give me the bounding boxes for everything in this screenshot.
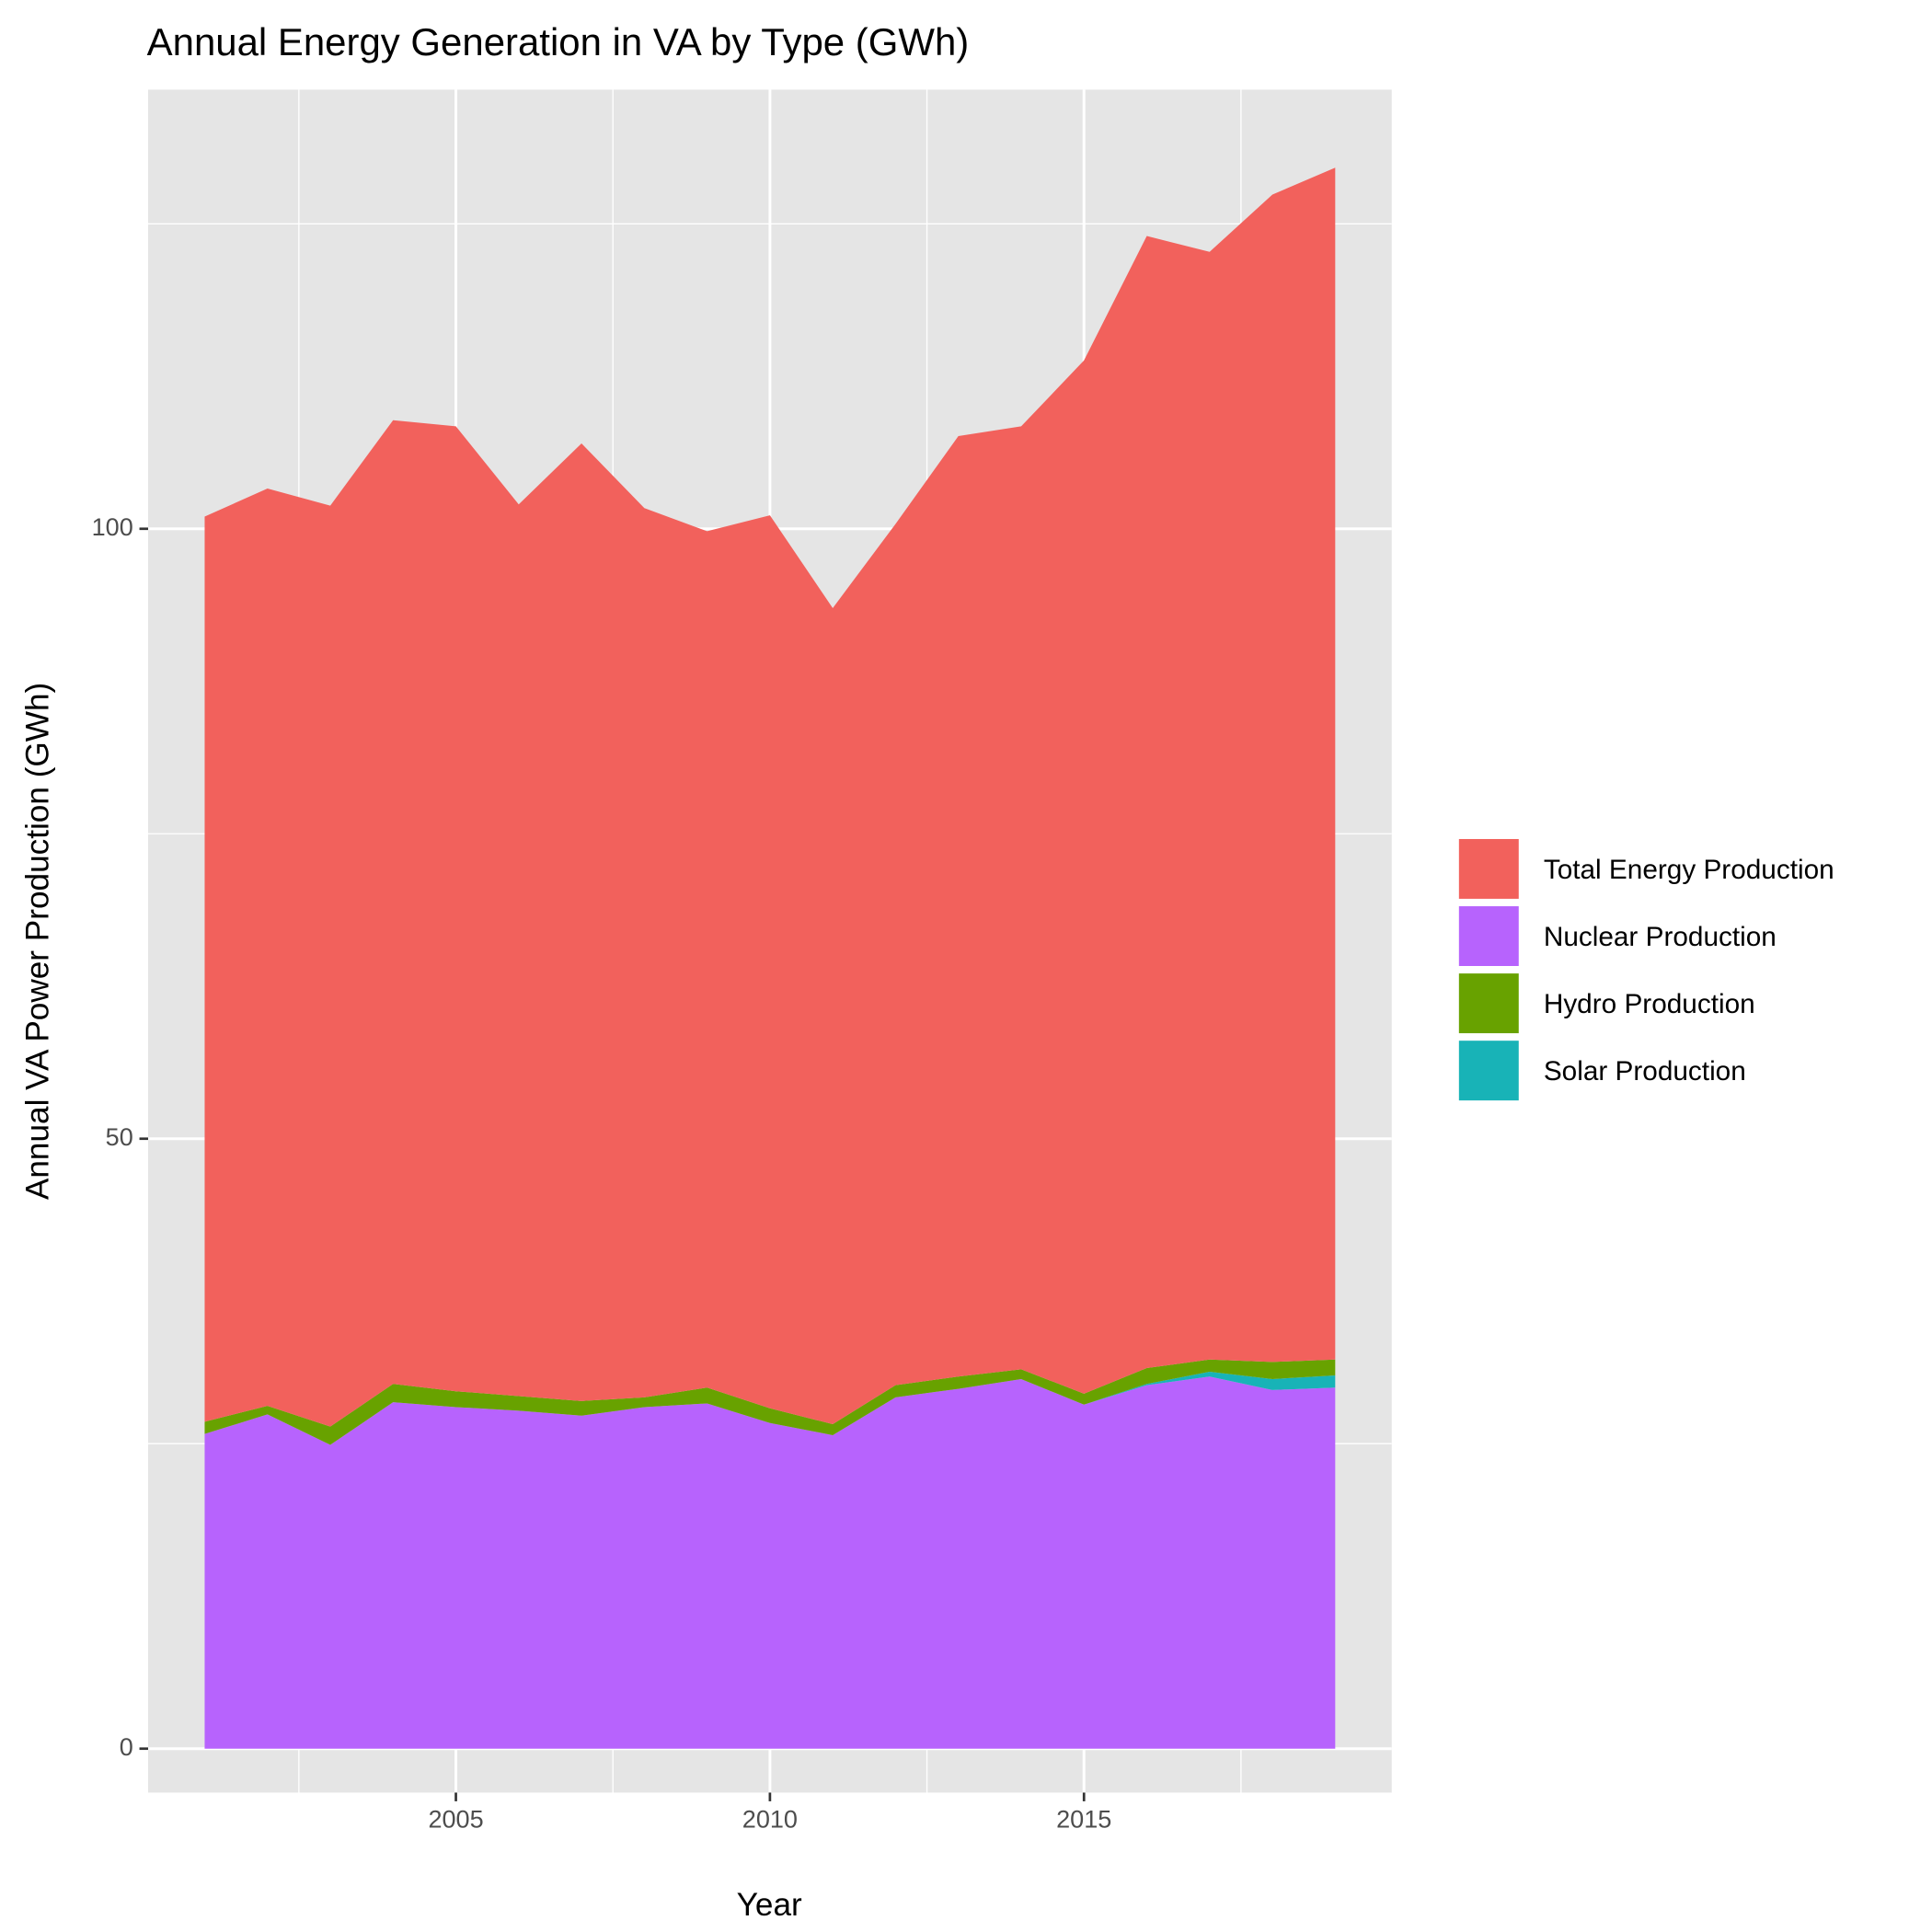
area bbox=[204, 1371, 1336, 1445]
legend-label: Nuclear Production bbox=[1544, 922, 1777, 952]
area bbox=[204, 167, 1336, 1427]
x-tick-label: 2010 bbox=[742, 1806, 798, 1834]
y-tick-label: 100 bbox=[92, 513, 133, 541]
legend-label: Total Energy Production bbox=[1544, 855, 1834, 885]
legend-swatch bbox=[1458, 838, 1519, 899]
legend-swatch bbox=[1458, 906, 1519, 966]
x-tick-label: 2005 bbox=[428, 1806, 483, 1834]
legend: Total Energy Production Nuclear Productio… bbox=[1458, 838, 1834, 1101]
y-tick-label: 50 bbox=[106, 1123, 133, 1151]
y-tick-label: 0 bbox=[120, 1733, 133, 1761]
chart-title: Annual Energy Generation in VA by Type (… bbox=[147, 20, 970, 63]
legend-label: Hydro Production bbox=[1544, 989, 1755, 1019]
legend-swatch bbox=[1458, 1041, 1519, 1101]
y-axis-title: Annual VA Power Production (GWh) bbox=[20, 683, 56, 1200]
area bbox=[204, 1359, 1336, 1445]
area bbox=[204, 1376, 1336, 1749]
areas bbox=[204, 167, 1336, 1749]
x-tick-label: 2015 bbox=[1056, 1806, 1111, 1834]
x-axis-title: Year bbox=[737, 1887, 802, 1923]
legend-swatch bbox=[1458, 973, 1519, 1034]
legend-label: Solar Production bbox=[1544, 1056, 1746, 1087]
axes: 0 50 100 2005 2010 2015 bbox=[92, 513, 1112, 1834]
